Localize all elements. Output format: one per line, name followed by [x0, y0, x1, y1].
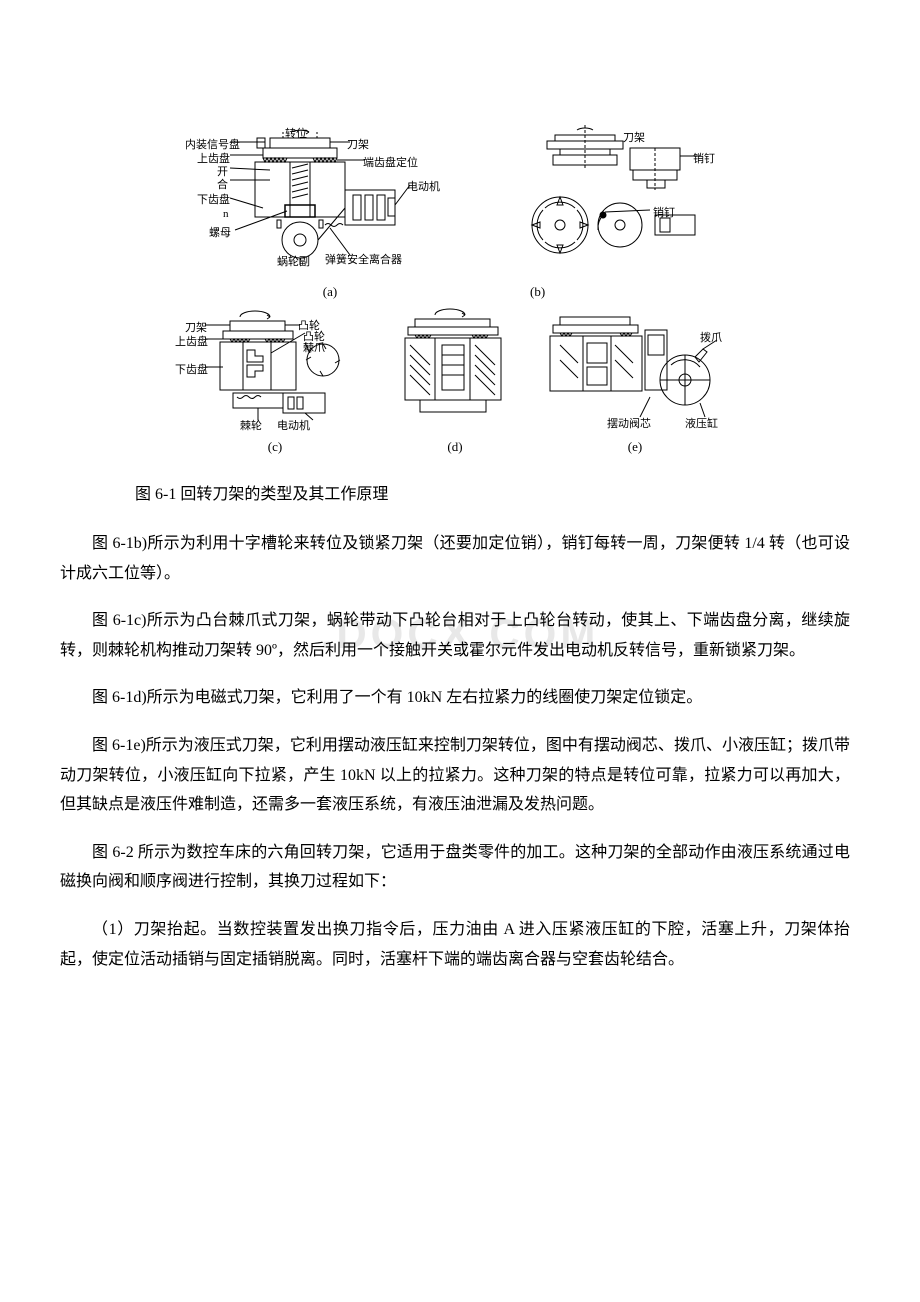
label-worm-pair: 蜗轮副	[277, 253, 310, 269]
label-lower-disc-c: 下齿盘	[175, 361, 208, 377]
label-ratchet-c: 棘轮	[240, 417, 262, 433]
sub-label-a: (a)	[185, 284, 475, 300]
diagram-a: 转位 内装信号盘 上齿盘 开 合 下齿盘 n 螺母 蜗轮副 弹簧安全离合器 电动…	[185, 120, 475, 295]
label-close: 合	[217, 176, 228, 192]
label-safety-clutch: 弹簧安全离合器	[325, 251, 402, 267]
label-lower-disc: 下齿盘	[197, 191, 230, 207]
paragraph-6: （1）刀架抬起。当数控装置发出换刀指令后，压力油由 A 进入压紧液压缸的下腔，活…	[60, 915, 850, 974]
figure-caption: 图 6-1 回转刀架的类型及其工作原理	[135, 480, 850, 504]
paragraph-4: 图 6-1e)所示为液压式刀架，它利用摆动液压缸来控制刀架转位，图中有摆动阀芯、…	[60, 731, 850, 820]
sub-label-c: (c)	[185, 439, 365, 455]
label-holder-a: 刀架	[347, 136, 369, 152]
sub-label-e: (e)	[545, 439, 725, 455]
label-n: n	[223, 208, 229, 220]
paragraph-3: 图 6-1d)所示为电磁式刀架，它利用了一个有 10kN 左右拉紧力的线圈使刀架…	[60, 683, 850, 713]
label-upper-disc-c: 上齿盘	[175, 333, 208, 349]
sub-label-d: (d)	[380, 439, 530, 455]
label-nut: 螺母	[209, 224, 231, 240]
diagram-e: 拨爪 摆动阀芯 液压缸 (e)	[545, 305, 725, 450]
diagram-c: 刀架 上齿盘 下齿盘 凸轮 凸轮 棘爪 棘轮 电动机 (c)	[185, 305, 365, 450]
sub-label-b: (b)	[530, 284, 545, 300]
label-motor-c: 电动机	[277, 417, 310, 433]
label-rotate: 转位	[285, 125, 307, 141]
label-motor-a: 电动机	[407, 178, 440, 194]
label-ratchet-pawl-c: 棘爪	[303, 339, 325, 355]
paragraph-5: 图 6-2 所示为数控车床的六角回转刀架，它适用于盘类零件的加工。这种刀架的全部…	[60, 838, 850, 897]
label-pin1: 销钉	[693, 150, 715, 166]
paragraph-2: 图 6-1c)所示为凸台棘爪式刀架，蜗轮带动下凸轮台相对于上凸轮台转动，使其上、…	[60, 606, 850, 665]
label-holder-b: 刀架	[623, 129, 645, 145]
diagram-b: 刀架 销钉 销钉 (b)	[505, 120, 725, 295]
label-pin2: 销钉	[653, 204, 675, 220]
label-valve-e: 摆动阀芯	[607, 415, 651, 431]
label-pawl-e: 拨爪	[700, 329, 722, 345]
label-end-disc: 端齿盘定位	[363, 154, 418, 170]
diagram-d: (d)	[380, 305, 530, 450]
label-hydraulic-e: 液压缸	[685, 415, 718, 431]
paragraph-1: 图 6-1b)所示为利用十字槽轮来转位及锁紧刀架（还要加定位销），销钉每转一周，…	[60, 529, 850, 588]
figure-6-1: 转位 内装信号盘 上齿盘 开 合 下齿盘 n 螺母 蜗轮副 弹簧安全离合器 电动…	[185, 120, 725, 450]
